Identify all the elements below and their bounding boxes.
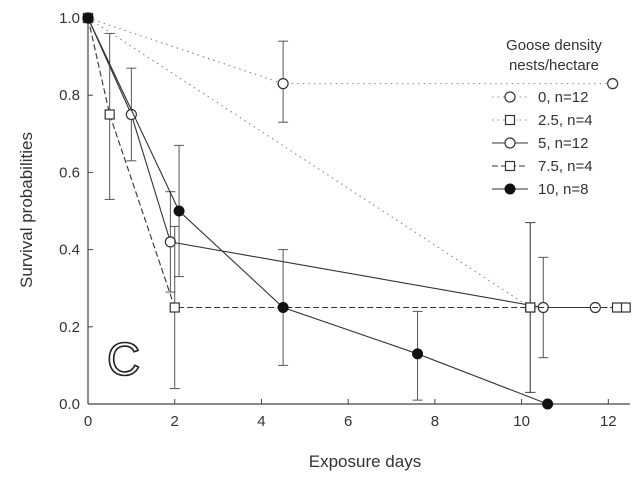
legend-title-line-1: Goose density	[506, 37, 602, 54]
legend: Goose density nests/hectare 0, n=12 2.5, …	[492, 37, 602, 198]
data-point	[173, 205, 185, 217]
legend-marker	[504, 91, 516, 103]
x-tick-label: 0	[84, 413, 92, 430]
y-axis-title: Survival probabilities	[17, 132, 36, 288]
data-point	[277, 78, 289, 90]
y-tick-label: 0.0	[59, 396, 80, 413]
data-point	[82, 12, 94, 24]
legend-item-4: 10, n=8	[492, 181, 588, 198]
data-point	[412, 348, 424, 360]
x-tick-label: 4	[257, 413, 265, 430]
legend-item-3: 7.5, n=4	[492, 158, 593, 175]
axes: 0 2 4 6 8 10 12 0.0 0.2 0.4 0.6 0.8 1.0	[59, 10, 630, 430]
y-tick-label: 0.6	[59, 164, 80, 181]
data-point	[164, 236, 176, 248]
data-point	[607, 78, 619, 90]
legend-marker	[504, 183, 516, 195]
data-point	[611, 302, 623, 313]
y-tick-label: 1.0	[59, 10, 80, 27]
legend-marker	[504, 114, 516, 126]
y-tick-label: 0.8	[59, 87, 80, 104]
data-point	[525, 302, 536, 313]
data-point	[104, 109, 115, 120]
y-tick-label: 0.2	[59, 319, 80, 336]
panel-label: C	[107, 333, 140, 385]
legend-label: 7.5, n=4	[538, 158, 593, 175]
plot-area	[82, 12, 631, 410]
legend-marker	[504, 137, 516, 149]
legend-label: 10, n=8	[538, 181, 588, 198]
legend-label: 5, n=12	[538, 135, 588, 152]
y-tick-label: 0.4	[59, 242, 80, 259]
x-tick-label: 8	[431, 413, 439, 430]
legend-item-2: 5, n=12	[492, 135, 588, 152]
x-tick-label: 6	[344, 413, 352, 430]
data-point	[620, 302, 631, 313]
legend-label: 0, n=12	[538, 89, 588, 106]
x-tick-label: 10	[513, 413, 530, 430]
legend-label: 2.5, n=4	[538, 112, 593, 129]
x-tick-label: 12	[600, 413, 617, 430]
data-point	[542, 398, 554, 410]
legend-item-0: 0, n=12	[492, 89, 588, 106]
legend-item-1: 2.5, n=4	[492, 112, 593, 129]
legend-items: 0, n=12 2.5, n=4 5, n=12 7.5, n=4 10, n=8	[492, 89, 593, 198]
data-point	[169, 302, 180, 313]
legend-title-line-2: nests/hectare	[509, 57, 599, 74]
data-point	[277, 302, 289, 313]
x-axis-title: Exposure days	[309, 452, 421, 471]
x-tick-label: 2	[171, 413, 179, 430]
series-4	[82, 12, 554, 410]
legend-marker	[504, 160, 516, 172]
